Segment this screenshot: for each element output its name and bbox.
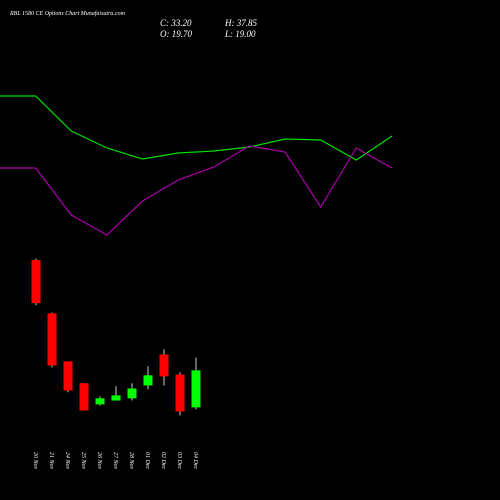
x-tick-label: 26 Nov xyxy=(96,452,102,470)
candle-body xyxy=(63,361,73,391)
ohlc-open: O: 19.70 xyxy=(160,29,192,39)
x-tick-label: 28 Nov xyxy=(128,452,134,470)
candle-body xyxy=(79,383,89,411)
ohlc-high: H: 37.85 xyxy=(224,18,257,28)
x-tick-label: 03 Dec xyxy=(176,452,182,469)
candle-body xyxy=(143,375,153,386)
indicator-line xyxy=(0,145,393,236)
candle-body xyxy=(191,370,201,408)
x-tick-label: 27 Nov xyxy=(112,452,118,470)
x-tick-label: 01 Dec xyxy=(144,452,150,469)
candle-body xyxy=(159,354,169,377)
candle-body xyxy=(111,395,121,401)
ohlc-close: C: 33.20 xyxy=(160,18,192,28)
x-tick-label: 04 Dec xyxy=(192,452,199,469)
candle-body xyxy=(175,374,185,412)
candle-body xyxy=(127,388,137,399)
x-tick-label: 21 Nov xyxy=(48,452,54,470)
x-tick-label: 24 Nov xyxy=(64,452,71,470)
ohlc-low: L: 19.00 xyxy=(224,29,256,39)
candle-body xyxy=(31,260,41,304)
x-tick-label: 02 Dec xyxy=(160,452,166,469)
x-tick-label: 25 Nov xyxy=(80,452,86,470)
x-tick-label: 20 Nov xyxy=(32,452,38,470)
candle-body xyxy=(95,398,105,405)
candle-body xyxy=(47,313,57,366)
chart-title: RBL 1580 CE Options Chart Munafaisutra.c… xyxy=(9,10,126,17)
indicator-line xyxy=(0,95,393,161)
